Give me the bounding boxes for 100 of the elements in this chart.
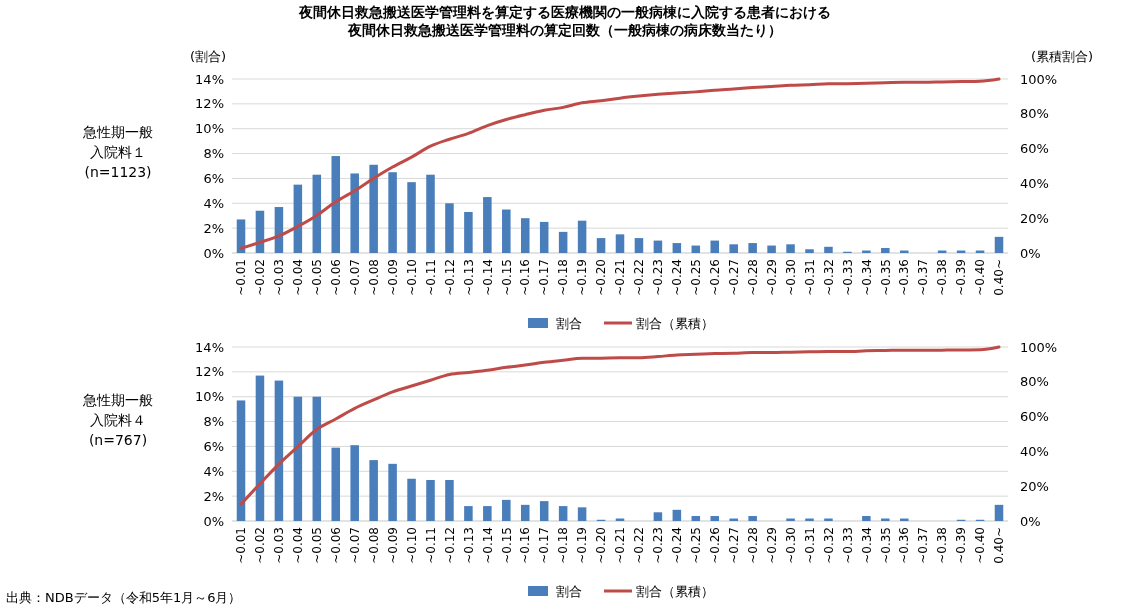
bar [293, 396, 303, 521]
x-tick-label: ~0.34 [859, 259, 874, 296]
bar [577, 507, 587, 521]
x-tick-label: ~0.37 [916, 527, 931, 564]
chart-title: 夜間休日救急搬送医学管理料を算定する医療機関の一般病棟に入院する患者における夜間休日救急搬送医学管理料の算定回数（一般病棟の病床数当たり） [298, 4, 831, 38]
y-tick-label: 10% [195, 389, 224, 405]
x-tick-label: ~0.19 [575, 527, 590, 564]
bar [748, 516, 757, 521]
x-tick-label: ~0.28 [745, 259, 760, 296]
x-tick-label: ~0.02 [253, 259, 268, 296]
x-tick-label: ~0.29 [764, 527, 779, 564]
x-tick-label: ~0.25 [689, 259, 703, 296]
bar [331, 156, 341, 253]
y-tick-label: 12% [195, 364, 224, 380]
bar [729, 244, 738, 253]
text: 急性期一般入院料４ [82, 392, 153, 428]
x-tick-label: ~0.01 [234, 259, 249, 296]
text: (n=1123) [84, 164, 152, 180]
x-tick-label: 0.40~ [992, 527, 1007, 564]
y2-tick-label: 60% [1020, 141, 1049, 157]
x-tick-label: ~0.20 [594, 259, 609, 296]
y-tick-label: 8% [203, 146, 224, 162]
x-tick-label: ~0.10 [404, 527, 419, 564]
bar [236, 219, 246, 253]
line-series [239, 345, 1001, 506]
bar [672, 243, 682, 253]
bar [805, 249, 814, 253]
bar [369, 460, 378, 521]
y2-tick-label: 40% [1020, 175, 1049, 191]
x-tick-label: ~0.37 [916, 259, 931, 296]
bar [350, 445, 359, 521]
x-tick-label: ~0.18 [556, 259, 571, 296]
x-tick-label: ~0.06 [328, 527, 343, 564]
x-tick-label: ~0.35 [878, 527, 893, 564]
x-tick-label: ~0.22 [632, 259, 647, 296]
bar [881, 248, 890, 253]
x-tick-label: ~0.06 [328, 259, 343, 296]
x-tick-label: 0.40~ [992, 259, 1007, 296]
x-tick-label: ~0.36 [897, 259, 912, 296]
x-tick-label: ~0.34 [859, 527, 874, 564]
x-tick-label: ~0.19 [575, 259, 590, 296]
x-tick-label: ~0.21 [613, 527, 628, 564]
bar [748, 243, 757, 253]
x-tick-label: ~0.03 [272, 259, 287, 296]
x-tick-label: ~0.32 [821, 259, 836, 296]
bar [691, 516, 701, 521]
x-tick-label: ~0.09 [385, 527, 400, 564]
x-tick-label: ~0.14 [480, 259, 495, 296]
x-tick-label: ~0.40 [973, 527, 988, 564]
x-tick-label: ~0.24 [670, 259, 685, 296]
x-tick-label: ~0.21 [613, 259, 628, 296]
bar [426, 174, 435, 253]
x-tick-label: ~0.23 [651, 259, 666, 296]
x-tick-label: ~0.35 [878, 259, 893, 296]
x-tick-label: ~0.26 [707, 527, 722, 564]
bar [577, 220, 587, 253]
x-tick-label: ~0.24 [670, 527, 685, 564]
y-tick-label: 6% [203, 438, 224, 454]
x-tick-label: ~0.15 [499, 259, 514, 296]
x-tick-label: ~0.39 [954, 527, 969, 564]
x-tick-label: ~0.33 [840, 527, 855, 564]
bar [520, 504, 530, 521]
bar [994, 504, 1004, 521]
x-tick-label: ~0.05 [310, 527, 324, 564]
x-tick-label: ~0.27 [726, 527, 741, 564]
x-tick-label: ~0.13 [461, 259, 476, 296]
text: 急性期一般入院料１ [82, 124, 153, 160]
x-tick-label: ~0.16 [518, 259, 533, 296]
legend-label: 割合 [556, 583, 582, 599]
x-tick-label: ~0.12 [442, 527, 457, 564]
x-tick-label: ~0.09 [385, 259, 400, 296]
bar [274, 380, 284, 521]
y-tick-label: 14% [195, 339, 224, 355]
x-tick-label: ~0.40 [973, 259, 988, 296]
y2-tick-label: 100% [1020, 339, 1058, 355]
bar [786, 244, 795, 253]
bar [539, 501, 549, 521]
bar [539, 221, 549, 253]
y2-tick-label: 80% [1020, 106, 1049, 122]
bar [672, 509, 682, 521]
y-tick-label: 2% [203, 488, 224, 504]
x-tick-label: ~0.10 [404, 259, 419, 296]
bar [653, 512, 663, 521]
x-tick-label: ~0.13 [461, 527, 476, 564]
y2-tick-label: 0% [1020, 513, 1041, 529]
legend-label: 割合（累積） [636, 583, 714, 599]
bar [767, 245, 776, 253]
y2-tick-label: 40% [1020, 443, 1049, 459]
bar [634, 238, 644, 253]
x-tick-label: ~0.39 [954, 259, 969, 296]
bar [255, 375, 265, 521]
y-tick-label: 2% [203, 220, 224, 236]
x-tick-label: ~0.11 [423, 527, 438, 564]
line-series [239, 77, 1001, 250]
y2-tick-label: 60% [1020, 409, 1049, 425]
x-tick-label: ~0.08 [366, 259, 381, 296]
text: (n=767) [88, 432, 148, 448]
bar [350, 173, 359, 253]
x-tick-label: ~0.14 [480, 527, 495, 564]
x-tick-label: ~0.20 [594, 527, 609, 564]
